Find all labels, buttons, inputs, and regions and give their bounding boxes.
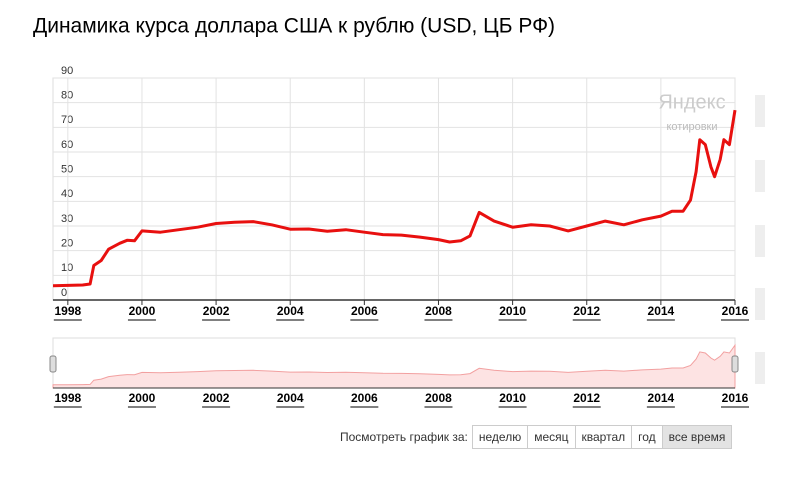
x-tick-label: 2000 — [129, 304, 156, 318]
decor — [755, 225, 765, 257]
watermark: Яндекс — [658, 91, 725, 113]
decor — [755, 160, 765, 192]
price-line — [52, 109, 737, 288]
period-button[interactable]: год — [632, 425, 663, 449]
decor — [755, 95, 765, 127]
y-tick-label: 30 — [61, 213, 73, 225]
watermark: котировки — [666, 121, 717, 133]
y-tick-label: 50 — [61, 164, 73, 176]
period-selector: Посмотреть график за: неделю месяц квартал… — [340, 425, 733, 449]
navigator-handle — [49, 355, 57, 373]
x-tick-label: 2008 — [425, 304, 452, 318]
chart-title: Динамика курса доллара США к рублю (USD,… — [33, 15, 555, 38]
x-tick-label: 2002 — [203, 304, 230, 318]
decor — [755, 288, 765, 320]
navigator-series — [52, 343, 736, 389]
navigator-tick-label: 2002 — [203, 391, 230, 405]
navigator-tick-label: 2008 — [425, 391, 452, 405]
navigator-tick-label: 2012 — [573, 391, 600, 405]
x-tick-label: 2004 — [277, 304, 304, 318]
navigator-tick-label: 2006 — [351, 391, 378, 405]
y-tick-label: 0 — [61, 287, 67, 299]
y-tick-label: 90 — [61, 65, 73, 77]
period-button[interactable]: квартал — [575, 425, 633, 449]
y-tick-label: 40 — [61, 188, 73, 200]
navigator-tick-label: 1998 — [54, 391, 81, 405]
y-tick-label: 10 — [61, 262, 73, 274]
x-tick-label: 2014 — [648, 304, 675, 318]
x-tick-label: 2010 — [499, 304, 526, 318]
period-button[interactable]: неделю — [471, 425, 529, 449]
y-tick-label: 60 — [61, 139, 73, 151]
period-label: Посмотреть график за: — [340, 430, 468, 444]
navigator-tick-label: 2004 — [277, 391, 304, 405]
x-tick-label: 2006 — [351, 304, 378, 318]
period-button[interactable]: все время — [662, 425, 733, 449]
y-tick-label: 80 — [61, 90, 73, 102]
plot: 0 10 20 30 40 50 60 70 80 90 1998 2000 2002 2004 2006 2… — [49, 65, 749, 408]
period-button[interactable]: месяц — [528, 425, 576, 449]
navigator-tick-label: 2000 — [129, 391, 156, 405]
navigator-handle — [731, 355, 739, 373]
y-tick-label: 70 — [61, 114, 73, 126]
decor — [755, 352, 765, 384]
x-tick-label: 2016 — [722, 304, 749, 318]
navigator-tick-label: 2016 — [722, 391, 749, 405]
x-tick-label: 1998 — [54, 304, 81, 318]
plot-area — [52, 77, 736, 301]
x-tick-label: 2012 — [573, 304, 600, 318]
navigator-tick-label: 2010 — [499, 391, 526, 405]
y-tick-label: 20 — [61, 238, 73, 250]
navigator-tick-label: 2014 — [648, 391, 675, 405]
